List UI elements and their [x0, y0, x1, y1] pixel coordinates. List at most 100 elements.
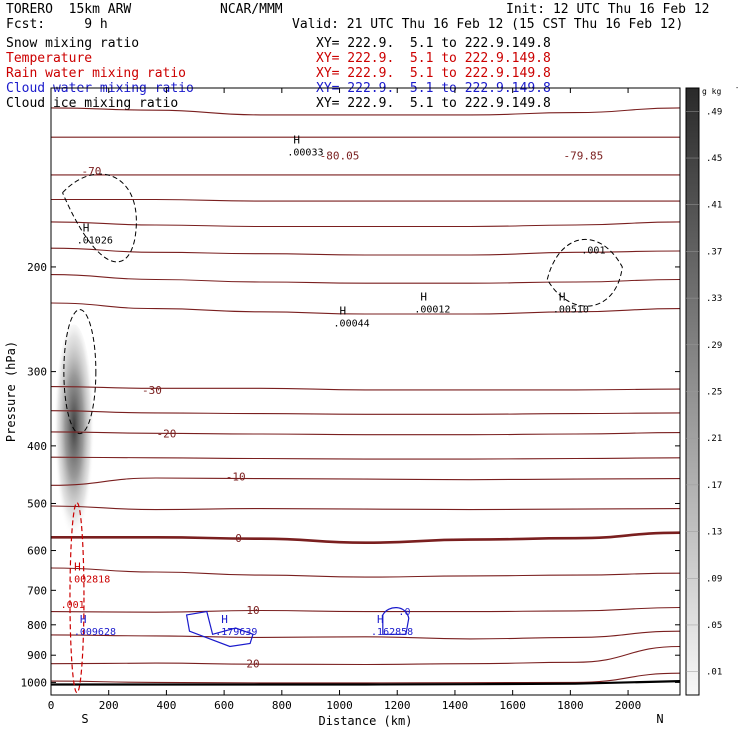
- cloud-ice-contour: [62, 173, 137, 263]
- temperature-contour: [50, 505, 681, 511]
- y-tick-label: 200: [27, 261, 47, 274]
- temperature-label: 10: [246, 604, 259, 617]
- cloud-water-maximum-marker: H: [221, 613, 228, 626]
- cloud-ice-maximum-marker: H: [83, 222, 90, 235]
- mixing-ratio-contours: [62, 173, 623, 694]
- temperature-contour: [50, 645, 681, 666]
- colorbar-label: .05: [706, 621, 722, 631]
- x-tick-label: 600: [214, 699, 234, 712]
- plot-frame: [50, 87, 681, 696]
- rain-contour-label: .001: [61, 600, 85, 611]
- cloud-water-contour: [185, 610, 254, 648]
- temperature-contour: [50, 672, 681, 684]
- temperature-contour: [50, 247, 681, 256]
- colorbar-label: .41: [706, 201, 722, 211]
- cloud-water-maximum-value: .009628: [74, 627, 116, 638]
- cloud-water-maximum-marker: H: [80, 613, 87, 626]
- cloud-water-maximum-value: .162858: [371, 627, 413, 638]
- colorbar-label: .09: [706, 574, 722, 584]
- field-label-temperature: Temperature: [6, 51, 93, 66]
- snow-shading: [53, 324, 95, 551]
- y-tick-label: 800: [27, 619, 47, 632]
- init-time: Init: 12 UTC Thu 16 Feb 12: [506, 2, 710, 17]
- cloud-water-contour: [382, 607, 410, 635]
- temperature-label: -79.85: [563, 150, 603, 163]
- y-tick-label: 400: [27, 440, 47, 453]
- temperature-contour: [50, 221, 681, 228]
- temperature-label: 20: [246, 658, 259, 671]
- colorbar: .01 .05 .09 .13 .17 .21 .25 .29 .33 .37 .41 .45 .49 g…: [685, 84, 740, 696]
- cloud-ice-maximum-value: .01026: [77, 236, 113, 247]
- cloud-ice-contour: [546, 239, 623, 307]
- temperature-contour: [50, 107, 681, 116]
- rain-maximum-marker: H: [74, 560, 81, 573]
- colorbar-unit-exponent: -1: [735, 84, 740, 92]
- temperature-label: 0: [235, 532, 242, 545]
- cloud-ice-maximum-marker: H: [340, 304, 347, 317]
- colorbar-label: .29: [706, 341, 722, 351]
- colorbar-label: .49: [706, 107, 722, 117]
- colorbar-label: .21: [706, 434, 722, 444]
- field-label-snow: Snow mixing ratio: [6, 36, 140, 51]
- field-label-rain: Rain water mixing ratio: [6, 66, 187, 81]
- temperature-contour: [50, 198, 680, 202]
- x-tick-label: 1600: [499, 699, 526, 712]
- colorbar-label: .33: [706, 294, 722, 304]
- colorbar-label: .25: [706, 388, 722, 398]
- colorbar-label: .13: [706, 528, 722, 538]
- axes: 0 200 400 600 800 1000 1200 1400 1600 1800 2000200…: [4, 87, 681, 728]
- terrain-line: [51, 680, 681, 686]
- temperature-contours: [50, 107, 681, 686]
- x-tick-label: 200: [99, 699, 119, 712]
- x-tick-label: 1800: [557, 699, 584, 712]
- valid-time: Valid: 21 UTC Thu 16 Feb 12 (15 CST Thu …: [292, 17, 684, 32]
- x-tick-label: 1400: [442, 699, 469, 712]
- x-tick-label: 2000: [615, 699, 642, 712]
- temperature-label: -30: [142, 384, 162, 397]
- cloud-ice-maximum-marker: H: [420, 291, 427, 304]
- temperature-contour: [50, 477, 681, 486]
- cloud-water-maximum-marker: H: [377, 613, 384, 626]
- temperature-contour: [50, 302, 681, 315]
- endpoint-north: N: [656, 712, 663, 726]
- y-tick-label: 300: [27, 366, 47, 379]
- y-tick-label: 1000: [21, 676, 48, 689]
- temperature-label: -20: [156, 427, 176, 440]
- colorbar-label: .01: [706, 668, 722, 678]
- contour-labels: -80.05 -79.85-70-30-20-1001020H.01026H.00…: [61, 134, 606, 671]
- field-label-cloud-ice: Cloud ice mixing ratio: [6, 96, 179, 111]
- forecast-hour: Fcst: 9 h: [6, 17, 108, 32]
- temperature-label: -70: [81, 165, 101, 178]
- colorbar-label: .45: [706, 154, 722, 164]
- cloud-ice-maximum-value: .00033: [287, 148, 323, 159]
- cloud-ice-maximum-value: .00510: [553, 305, 589, 316]
- field-xy-rain: XY= 222.9. 5.1 to 222.9.149.8: [316, 66, 551, 81]
- colorbar-label: .37: [706, 247, 722, 257]
- cloud-water-maximum-value: .179639: [215, 627, 257, 638]
- model-title: TORERO 15km ARW: [6, 2, 132, 17]
- snow-shaded-region: [53, 324, 95, 551]
- temperature-contour: [50, 456, 681, 460]
- cloud-ice-maximum-value: .00012: [414, 305, 450, 316]
- temperature-contour: [51, 531, 681, 545]
- x-axis-title: Distance (km): [319, 714, 413, 728]
- temperature-contour: [50, 606, 681, 613]
- x-tick-label: 1000: [326, 699, 353, 712]
- field-xy-cloud-ice: XY= 222.9. 5.1 to 222.9.149.8: [316, 96, 551, 111]
- x-tick-label: 400: [156, 699, 176, 712]
- field-xy-snow: XY= 222.9. 5.1 to 222.9.149.8: [316, 36, 551, 51]
- temperature-label: -80.05: [320, 150, 360, 163]
- y-tick-label: 600: [27, 545, 47, 558]
- temperature-contour: [50, 410, 681, 415]
- temperature-contour: [50, 630, 681, 640]
- cloud-ice-maximum-marker: H: [559, 291, 566, 304]
- y-tick-label: 700: [27, 584, 47, 597]
- temperature-contour: [50, 274, 681, 284]
- cloud-ice-maximum-value: .00044: [334, 318, 370, 329]
- colorbar-label: .17: [706, 481, 722, 491]
- cloud-water-contour-label: .0: [398, 607, 410, 618]
- cloud-ice-contour-label: .001: [581, 246, 605, 257]
- center-title: NCAR/MMM: [220, 2, 283, 17]
- x-tick-label: 0: [48, 699, 55, 712]
